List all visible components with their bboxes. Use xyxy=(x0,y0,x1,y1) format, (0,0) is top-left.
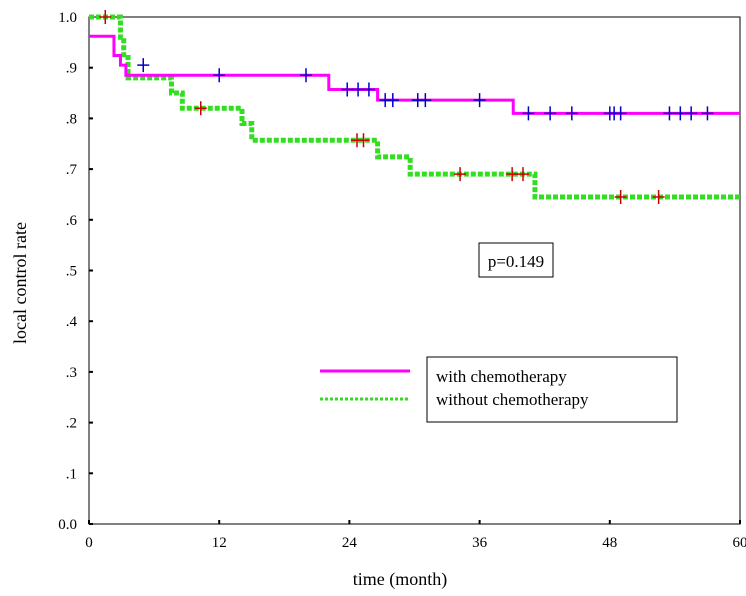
censor-mark-with-chemotherapy xyxy=(341,82,354,97)
x-tick-label: 48 xyxy=(602,535,617,551)
censor-mark-with-chemotherapy xyxy=(352,82,365,97)
series-line-without-chemotherapy xyxy=(89,14,740,200)
y-tick-label: 0.0 xyxy=(58,517,77,533)
censor-mark-with-chemotherapy xyxy=(522,106,535,121)
plot-frame xyxy=(88,16,741,525)
y-tick-label: .1 xyxy=(66,466,77,482)
censor-mark-with-chemotherapy xyxy=(701,106,714,121)
censor-mark-with-chemotherapy xyxy=(663,106,676,121)
y-tick-label: .4 xyxy=(66,314,78,330)
censor-mark-with-chemotherapy xyxy=(544,106,557,121)
censor-mark-without-chemotherapy xyxy=(517,167,529,182)
series-layer xyxy=(89,14,740,200)
censor-layer xyxy=(99,10,714,204)
censor-mark-without-chemotherapy xyxy=(357,133,370,148)
y-tick-label: .9 xyxy=(66,61,77,77)
censor-mark-without-chemotherapy xyxy=(506,167,519,182)
p-value-box: p=0.149 xyxy=(478,242,554,278)
censor-mark-with-chemotherapy xyxy=(419,93,432,108)
y-axis-title: local control rate xyxy=(10,222,30,344)
censor-mark-with-chemotherapy xyxy=(614,106,627,121)
x-tick-label: 0 xyxy=(85,535,93,551)
legend-label-without-chemotherapy: without chemotherapy xyxy=(436,390,589,409)
y-tick-label: .3 xyxy=(66,365,77,381)
x-tick-label: 36 xyxy=(472,535,488,551)
censor-mark-without-chemotherapy xyxy=(454,167,467,182)
x-tick-label: 12 xyxy=(212,535,227,551)
y-tick-label: .6 xyxy=(66,213,78,229)
censor-mark-with-chemotherapy xyxy=(473,93,486,108)
x-axis-title: time (month) xyxy=(353,569,447,590)
censor-mark-without-chemotherapy xyxy=(99,10,112,24)
y-tick-label: .8 xyxy=(66,111,77,127)
x-tick-label: 24 xyxy=(342,535,358,551)
legend: with chemotherapy without chemotherapy xyxy=(320,356,678,423)
censor-mark-without-chemotherapy xyxy=(652,189,665,204)
y-tick-label: 1.0 xyxy=(58,10,77,26)
y-tick-label: .7 xyxy=(66,162,78,178)
censor-mark-with-chemotherapy xyxy=(386,93,399,108)
p-value-label: p=0.149 xyxy=(488,252,544,271)
censor-mark-with-chemotherapy xyxy=(362,82,375,97)
legend-label-with-chemotherapy: with chemotherapy xyxy=(436,367,567,386)
y-tick-label: .5 xyxy=(66,264,77,280)
y-tick-label: .2 xyxy=(66,416,77,432)
censor-mark-with-chemotherapy xyxy=(137,58,150,73)
censor-mark-with-chemotherapy xyxy=(300,68,312,83)
censor-mark-with-chemotherapy xyxy=(685,106,698,121)
axes: 0.0 .1 .2 .3 .4 .5 .6 .7 .8 .9 1.0 0 12 24 36 48 60 xyxy=(58,10,746,551)
series-line-with-chemotherapy xyxy=(89,34,740,115)
censor-mark-with-chemotherapy xyxy=(674,106,687,121)
x-tick-label: 60 xyxy=(733,535,746,551)
censor-mark-without-chemotherapy xyxy=(614,189,627,204)
censor-mark-with-chemotherapy xyxy=(565,106,578,121)
censor-mark-with-chemotherapy xyxy=(213,68,226,83)
censor-mark-without-chemotherapy xyxy=(194,101,207,116)
